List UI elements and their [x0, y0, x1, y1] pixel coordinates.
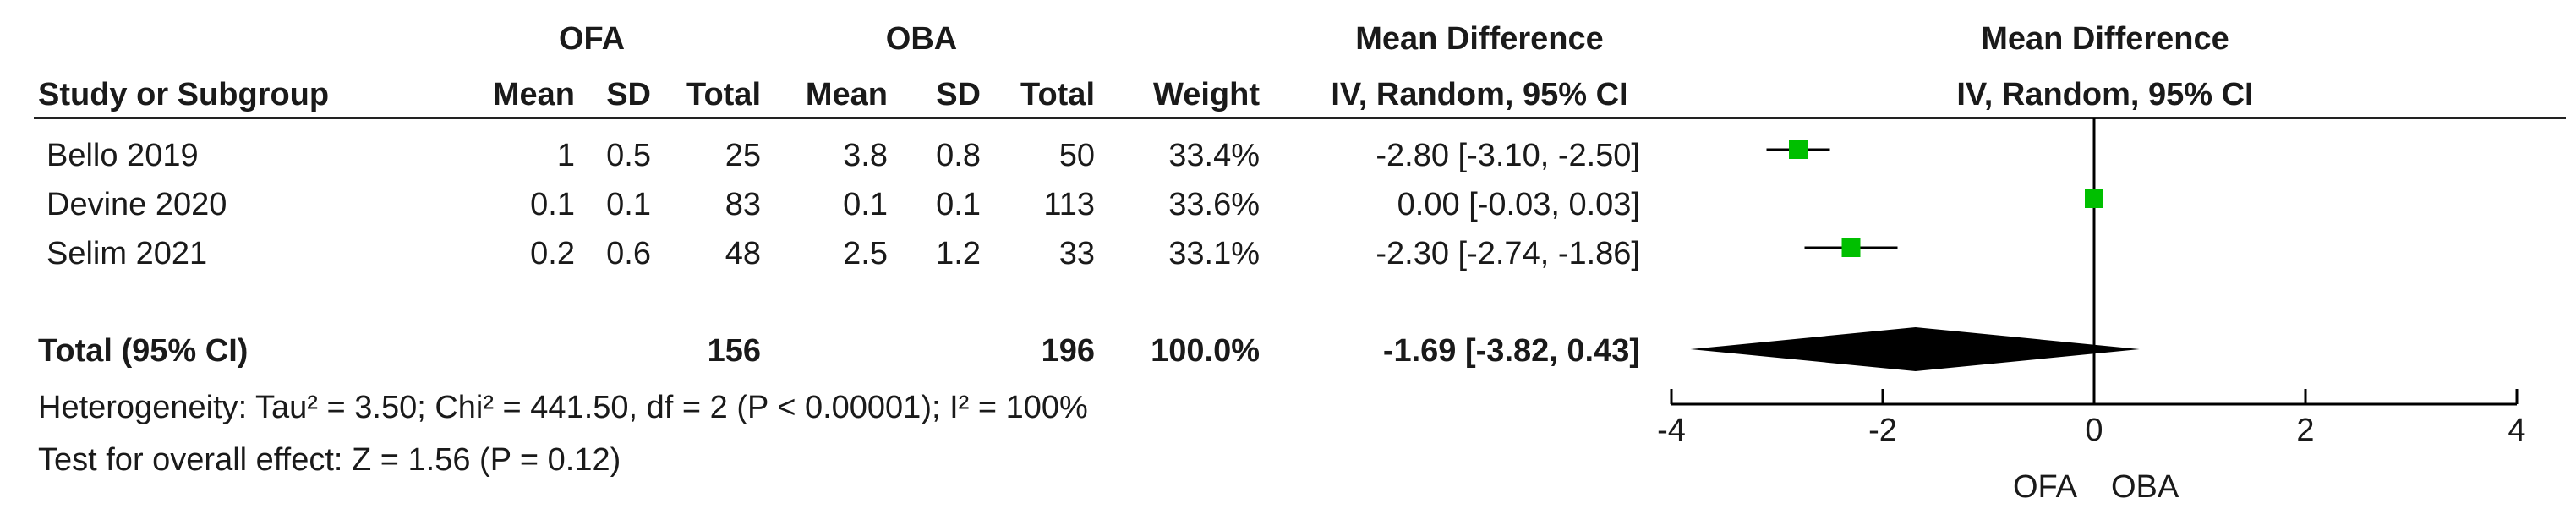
group1-header: OFA	[558, 21, 626, 57]
study-marker	[1841, 238, 1861, 257]
header-divider	[34, 117, 2566, 119]
study-column-header: Study or Subgroup	[38, 77, 330, 112]
sd2-value: 1.2	[936, 236, 981, 271]
weight-value: 33.4%	[1168, 138, 1260, 173]
mean1-value: 0.1	[530, 187, 575, 222]
plot-title: Mean Difference	[1981, 21, 2229, 57]
sd2-value: 0.8	[936, 138, 981, 173]
total1-value: 83	[725, 187, 761, 222]
ci-value: 0.00 [-0.03, 0.03]	[1397, 187, 1640, 222]
study-name: Bello 2019	[46, 138, 199, 173]
favours-right-label: OBA	[2111, 469, 2179, 505]
mean2-value: 2.5	[843, 236, 888, 271]
weight-value: 33.1%	[1168, 236, 1260, 271]
mean2-value: 0.1	[843, 187, 888, 222]
total-ci: -1.69 [-3.82, 0.43]	[1382, 333, 1640, 369]
mean1-value: 0.2	[530, 236, 575, 271]
total2-value: 50	[1058, 138, 1095, 173]
x-tick-label: -4	[1657, 413, 1686, 448]
sd1-value: 0.5	[606, 138, 651, 173]
md-column-subtitle: IV, Random, 95% CI	[1331, 77, 1628, 112]
total-label: Total (95% CI)	[38, 333, 249, 369]
plot-subtitle: IV, Random, 95% CI	[1956, 77, 2254, 112]
sd1-value: 0.6	[606, 236, 651, 271]
total1-value: 25	[725, 138, 761, 173]
pooled-diamond	[1690, 327, 2140, 371]
group2-header: OBA	[885, 21, 958, 57]
weight-header: Weight	[1153, 77, 1260, 112]
favours-left-label: OFA	[2013, 469, 2078, 505]
study-marker	[2085, 189, 2103, 208]
total2-header: Total	[1020, 77, 1095, 112]
mean2-value: 3.8	[843, 138, 888, 173]
mean1-value: 1	[556, 138, 575, 173]
md-column-title: Mean Difference	[1355, 21, 1604, 57]
total2-value: 33	[1058, 236, 1095, 271]
study-name: Devine 2020	[46, 187, 227, 222]
overall-effect-text: Test for overall effect: Z = 1.56 (P = 0…	[38, 442, 621, 478]
x-tick-label: 0	[2085, 413, 2103, 448]
total1-value: 48	[725, 236, 761, 271]
mean2-header: Mean	[805, 77, 888, 112]
sd2-header: SD	[936, 77, 981, 112]
x-tick-label: 4	[2508, 413, 2525, 448]
mean1-header: Mean	[492, 77, 575, 112]
x-tick-label: 2	[2296, 413, 2314, 448]
ci-value: -2.30 [-2.74, -1.86]	[1376, 236, 1640, 271]
sd1-header: SD	[606, 77, 651, 112]
total2-sum: 196	[1041, 333, 1095, 369]
sd1-value: 0.1	[606, 187, 651, 222]
x-tick-label: -2	[1868, 413, 1897, 448]
sd2-value: 0.1	[936, 187, 981, 222]
total1-header: Total	[686, 77, 761, 112]
study-name: Selim 2021	[46, 236, 208, 271]
ci-value: -2.80 [-3.10, -2.50]	[1376, 138, 1640, 173]
heterogeneity-text: Heterogeneity: Tau² = 3.50; Chi² = 441.5…	[38, 390, 1088, 425]
total1-sum: 156	[707, 333, 761, 369]
total-weight: 100.0%	[1151, 333, 1260, 369]
total2-value: 113	[1043, 187, 1095, 222]
weight-value: 33.6%	[1168, 187, 1260, 222]
study-marker	[1789, 140, 1808, 159]
